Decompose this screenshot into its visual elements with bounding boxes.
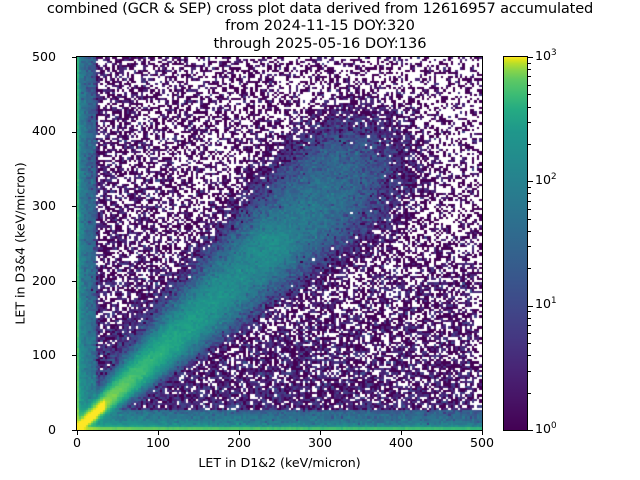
colorbar-tick-label: 103	[535, 47, 557, 63]
colorbar-minor-tick	[528, 106, 531, 108]
y-tick-label: 0	[47, 421, 56, 437]
x-tick-label: 300	[307, 435, 333, 450]
y-tick-mark	[72, 57, 76, 59]
colorbar-minor-tick	[528, 84, 531, 86]
colorbar-major-tick	[528, 305, 533, 307]
x-tick-label: 200	[226, 435, 252, 450]
y-tick-mark	[72, 280, 76, 282]
colorbar-minor-tick	[528, 62, 531, 64]
colorbar-tick-label: 100	[535, 420, 557, 436]
y-tick-label: 200	[31, 272, 56, 288]
title-line-3: through 2025-05-16 DOY:136	[213, 34, 427, 52]
colorbar-tick-label: 102	[535, 171, 557, 187]
title-line-2: from 2024-11-15 DOY:320	[225, 17, 415, 35]
y-tick-label: 300	[31, 197, 56, 213]
colorbar-minor-tick	[528, 355, 531, 357]
x-tick-mark	[239, 431, 241, 435]
y-tick-mark	[72, 355, 76, 357]
x-tick-mark	[158, 431, 160, 435]
colorbar-minor-tick	[528, 230, 531, 232]
colorbar-minor-tick	[528, 246, 531, 248]
colorbar-minor-tick	[528, 218, 531, 220]
colorbar-minor-tick	[528, 76, 531, 78]
x-tick-mark	[77, 431, 79, 435]
plot-axes	[76, 56, 483, 431]
colorbar-minor-tick	[528, 193, 531, 195]
y-tick-mark	[72, 430, 76, 432]
colorbar-minor-tick	[528, 187, 531, 189]
x-tick-label: 0	[72, 435, 81, 450]
colorbar-tick-label: 101	[535, 296, 557, 312]
x-tick-mark	[401, 431, 403, 435]
y-tick-mark	[72, 206, 76, 208]
x-tick-label: 400	[388, 435, 414, 450]
x-tick-label: 500	[469, 435, 495, 450]
colorbar-minor-tick	[528, 370, 531, 372]
colorbar-major-tick	[528, 430, 533, 432]
histogram-canvas	[77, 57, 482, 430]
colorbar-minor-tick	[528, 268, 531, 270]
colorbar-minor-tick	[528, 317, 531, 319]
colorbar-minor-tick	[528, 333, 531, 335]
colorbar-minor-tick	[528, 69, 531, 71]
x-tick-mark	[482, 431, 484, 435]
y-tick-label: 500	[31, 48, 56, 64]
colorbar-minor-tick	[528, 200, 531, 202]
colorbar-minor-tick	[528, 208, 531, 210]
y-axis-title: LET in D3&4 (keV/micron)	[12, 162, 28, 325]
x-tick-label: 100	[145, 435, 171, 450]
y-tick-label: 400	[31, 123, 56, 139]
y-tick-mark	[72, 131, 76, 133]
x-tick-mark	[320, 431, 322, 435]
colorbar-minor-tick	[528, 122, 531, 124]
colorbar-gradient	[503, 56, 528, 431]
x-axis-title: LET in D1&2 (keV/micron)	[198, 455, 361, 470]
colorbar-minor-tick	[528, 343, 531, 345]
colorbar-minor-tick	[528, 311, 531, 313]
colorbar-minor-tick	[528, 143, 531, 145]
title-line-1: combined (GCR & SEP) cross plot data der…	[46, 0, 594, 17]
figure-title: combined (GCR & SEP) cross plot data der…	[0, 0, 640, 52]
colorbar-major-tick	[528, 57, 533, 59]
colorbar-minor-tick	[528, 324, 531, 326]
colorbar-major-tick	[528, 181, 533, 183]
colorbar-minor-tick	[528, 94, 531, 96]
y-tick-label: 100	[31, 347, 56, 363]
colorbar-minor-tick	[528, 392, 531, 394]
